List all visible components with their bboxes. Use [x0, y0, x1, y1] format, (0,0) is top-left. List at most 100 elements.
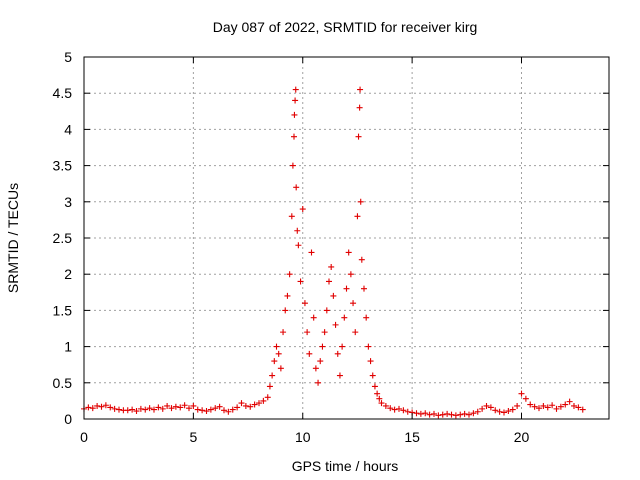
data-point — [194, 406, 201, 413]
data-point — [260, 397, 267, 404]
data-point — [207, 406, 214, 413]
data-point — [358, 256, 365, 263]
data-point — [315, 379, 322, 386]
data-point — [98, 403, 105, 410]
data-point — [256, 400, 262, 407]
data-point — [492, 407, 499, 414]
data-point — [336, 372, 343, 379]
data-point — [549, 402, 556, 409]
data-point — [571, 402, 577, 409]
data-point — [284, 292, 291, 299]
data-point — [457, 411, 464, 418]
data-point — [505, 408, 512, 415]
data-point — [164, 402, 171, 409]
data-point — [297, 278, 304, 285]
data-point — [133, 408, 140, 415]
data-point — [199, 407, 206, 414]
data-point — [575, 404, 582, 411]
data-point — [326, 278, 332, 285]
data-point — [159, 405, 166, 412]
data-point — [216, 403, 223, 410]
data-point — [288, 213, 295, 220]
data-point — [301, 300, 308, 307]
data-point — [452, 412, 459, 419]
data-point — [361, 285, 367, 292]
y-tick-label: 1.5 — [53, 302, 73, 318]
data-point — [319, 343, 326, 350]
data-point — [557, 403, 564, 410]
data-point — [363, 314, 370, 321]
data-point — [221, 407, 227, 414]
data-point — [102, 402, 109, 409]
data-point — [299, 206, 306, 213]
data-point — [124, 407, 131, 414]
data-point — [94, 402, 101, 409]
data-point — [339, 343, 346, 350]
y-tick-label: 5 — [64, 49, 72, 65]
data-point — [334, 350, 341, 357]
data-point — [470, 410, 477, 417]
data-point — [332, 321, 339, 328]
data-point — [350, 300, 357, 307]
data-point — [317, 358, 324, 365]
data-point — [251, 401, 258, 408]
data-point — [487, 404, 494, 411]
y-tick-label: 2.5 — [53, 230, 73, 246]
data-point — [422, 410, 429, 417]
data-point — [212, 405, 219, 412]
data-point — [531, 403, 538, 410]
data-point — [391, 406, 398, 413]
data-point — [553, 405, 560, 412]
data-point — [304, 329, 311, 336]
data-point — [382, 402, 389, 409]
data-point — [247, 403, 254, 410]
data-point — [323, 307, 330, 314]
data-point — [151, 406, 157, 413]
data-point — [111, 405, 118, 412]
data-point — [129, 406, 136, 413]
data-point — [238, 400, 245, 407]
data-point — [496, 408, 503, 415]
data-point — [181, 402, 188, 409]
y-tick-label: 3 — [64, 194, 72, 210]
y-tick-label: 1 — [64, 339, 72, 355]
data-point — [435, 412, 442, 419]
data-point — [306, 350, 313, 357]
data-point — [566, 398, 573, 405]
data-point — [354, 213, 361, 220]
data-point — [439, 411, 446, 418]
data-point — [308, 249, 315, 256]
data-point — [266, 383, 273, 390]
data-point — [312, 365, 319, 372]
data-point — [289, 162, 296, 169]
data-point — [225, 408, 232, 415]
data-point — [168, 405, 175, 412]
data-point — [501, 409, 507, 416]
x-tick-label: 5 — [189, 429, 197, 445]
data-point — [186, 405, 192, 412]
data-point — [85, 404, 92, 411]
data-point — [275, 350, 282, 357]
data-point — [374, 390, 381, 397]
data-point — [347, 271, 354, 278]
data-point — [282, 307, 289, 314]
data-point — [356, 104, 363, 111]
y-tick-labels: 0 0.5 1 1.5 2 2.5 3 3.5 4 4.5 5 — [53, 49, 73, 427]
data-point — [367, 358, 374, 365]
y-tick-label: 4 — [64, 121, 72, 137]
data-point — [536, 405, 542, 412]
data-point — [509, 406, 516, 413]
data-point — [264, 394, 271, 401]
data-point — [396, 405, 402, 412]
data-point — [461, 410, 468, 417]
data-point — [142, 406, 149, 413]
y-axis-label: SRMTID / TECUs — [5, 183, 21, 293]
data-point — [328, 263, 335, 270]
data-point — [540, 402, 547, 409]
grid-lines — [84, 57, 609, 419]
chart-title: Day 087 of 2022, SRMTID for receiver kir… — [213, 19, 478, 35]
data-point — [376, 395, 383, 402]
data-point — [89, 405, 96, 412]
data-point — [155, 404, 162, 411]
data-point — [479, 405, 486, 412]
